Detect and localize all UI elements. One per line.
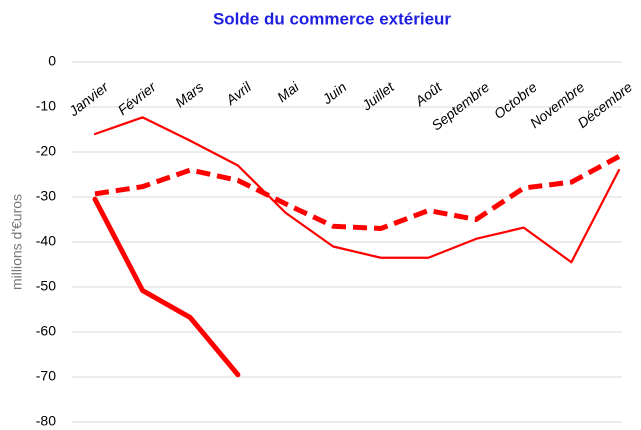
y-tick-label: -80 — [36, 413, 56, 429]
y-tick-label: -30 — [36, 188, 56, 204]
line-series — [93, 116, 621, 264]
y-tick-label: 0 — [48, 53, 56, 69]
y-tick-label: -70 — [36, 368, 56, 384]
x-tick-label: Avril — [222, 78, 255, 108]
x-tick-label: Juin — [318, 79, 349, 108]
y-tick-label: -40 — [36, 233, 56, 249]
y-axis-label: millions d'€uros — [9, 194, 25, 290]
y-tick-label: -10 — [36, 98, 56, 114]
x-tick-label: Août — [411, 78, 445, 110]
x-tick-label: Janvier — [65, 78, 112, 120]
y-tick-label: -60 — [36, 323, 56, 339]
y-tick-label: -50 — [36, 278, 56, 294]
x-tick-label: Mars — [172, 79, 206, 111]
x-tick-label: Février — [115, 78, 160, 118]
y-tick-label: -20 — [36, 143, 56, 159]
x-tick-label: Juillet — [358, 78, 398, 114]
line-series — [92, 196, 241, 378]
x-tick-label: Mai — [274, 78, 302, 105]
line-series — [94, 154, 621, 231]
chart-title: Solde du commerce extérieur — [213, 9, 451, 28]
